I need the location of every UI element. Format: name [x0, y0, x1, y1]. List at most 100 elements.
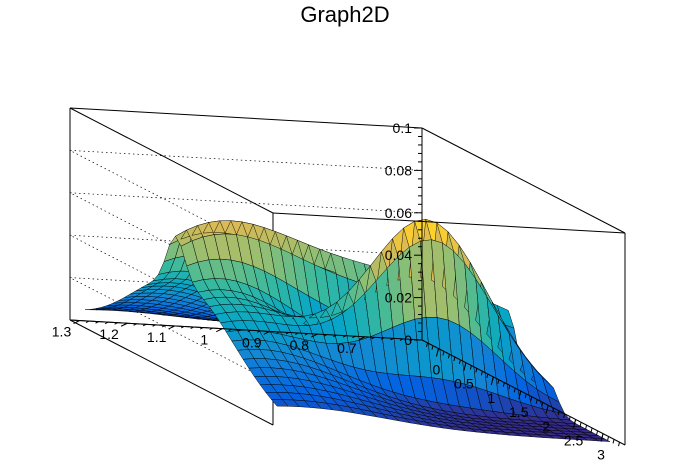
x-minor-tick — [612, 439, 615, 444]
axis-ticks: 0 0.02 0.04 0.06 0.08 0.1 0 0.5 1 1.5 2 2.5 3 0.7 0.8 0… — [52, 120, 626, 463]
y-minor-tick — [399, 338, 404, 341]
y-minor-tick — [238, 329, 242, 332]
x-tick-label: 1.5 — [509, 404, 529, 420]
z-tick-label: 0.08 — [385, 162, 412, 178]
x-minor-tick — [447, 354, 450, 359]
y-minor-tick — [218, 328, 223, 331]
top-edge-left — [69, 107, 423, 129]
x-minor-tick — [491, 376, 494, 382]
y-tick-label: 1.1 — [147, 329, 167, 345]
x-minor-tick — [475, 368, 478, 373]
x-minor-tick — [574, 419, 577, 424]
y-minor-tick — [380, 337, 385, 340]
y-minor-tick — [409, 339, 413, 342]
x-minor-tick — [546, 405, 549, 410]
x-minor-tick — [585, 425, 588, 430]
x-minor-tick — [486, 373, 489, 379]
z-gridline — [69, 150, 423, 256]
y-minor-tick — [199, 327, 204, 330]
x-minor-tick — [480, 371, 483, 376]
y-minor-tick — [390, 337, 394, 341]
x-tick-label: 2.5 — [564, 432, 584, 448]
x-minor-tick — [579, 422, 582, 427]
y-minor-tick — [323, 334, 328, 337]
z-tick-label: 0.02 — [385, 290, 412, 306]
y-minor-tick — [104, 321, 109, 325]
x-minor-tick — [426, 342, 428, 347]
y-minor-tick — [295, 332, 299, 335]
x-minor-tick — [563, 413, 566, 418]
x-minor-tick — [453, 356, 456, 362]
x-minor-tick — [442, 351, 445, 356]
floor-edge-back — [69, 319, 274, 426]
x-minor-tick — [464, 362, 467, 367]
y-minor-tick — [361, 336, 366, 339]
x-tick-label: 0 — [433, 362, 441, 378]
y-minor-tick — [352, 335, 356, 339]
x-tick-label: 3 — [597, 447, 605, 463]
x-minor-tick — [557, 410, 560, 416]
y-minor-tick — [152, 324, 156, 327]
x-minor-tick — [469, 365, 472, 370]
top-edge-right — [272, 212, 626, 234]
x-minor-tick — [513, 388, 516, 393]
y-minor-tick — [371, 336, 375, 340]
y-minor-tick — [161, 324, 166, 328]
top-edge-front — [421, 127, 626, 234]
x-axis-line — [421, 339, 626, 446]
x-minor-tick — [508, 385, 511, 390]
y-tick-label: 1 — [200, 332, 208, 348]
x-minor-tick — [530, 396, 533, 401]
y-minor-tick — [247, 329, 251, 333]
y-minor-tick — [76, 320, 80, 323]
y-minor-tick — [123, 322, 128, 326]
x-minor-tick — [497, 379, 500, 384]
z-tick-label: 0.1 — [393, 120, 413, 136]
chart-title: Graph2D — [300, 2, 389, 27]
y-minor-tick — [95, 321, 99, 324]
y-tick-label: 0.9 — [242, 334, 262, 350]
y-minor-tick — [114, 322, 118, 325]
x-minor-tick — [596, 430, 599, 435]
y-minor-tick — [257, 330, 261, 333]
y-minor-tick — [133, 323, 137, 326]
y-tick-label: 1.2 — [99, 326, 119, 342]
z-tick-label: 0 — [404, 332, 412, 348]
y-minor-tick — [85, 320, 90, 324]
y-minor-tick — [228, 328, 232, 332]
y-minor-tick — [180, 326, 185, 329]
x-minor-tick — [519, 390, 522, 396]
x-minor-tick — [541, 402, 544, 407]
x-minor-tick — [524, 393, 527, 399]
y-minor-tick — [285, 331, 290, 335]
y-minor-tick — [304, 333, 309, 336]
x-tick-label: 0.5 — [454, 376, 474, 392]
x-tick-label: 2 — [542, 418, 550, 434]
front-frame — [272, 127, 626, 445]
x-minor-tick — [618, 442, 620, 447]
y-axis-line — [69, 319, 423, 341]
x-minor-tick — [535, 399, 538, 404]
z-tick-label: 0.06 — [385, 205, 412, 221]
top-edge-back — [69, 107, 274, 214]
x-tick-label: 1 — [487, 390, 495, 406]
x-minor-tick — [458, 359, 461, 364]
x-minor-tick — [590, 427, 593, 433]
y-minor-tick — [276, 331, 280, 334]
y-minor-tick — [314, 333, 318, 337]
y-tick-label: 1.3 — [52, 324, 72, 340]
x-minor-tick — [552, 407, 555, 413]
y-minor-tick — [209, 327, 213, 331]
y-minor-tick — [190, 326, 194, 329]
y-tick-label: 0.7 — [337, 340, 357, 356]
y-minor-tick — [171, 325, 175, 328]
y-tick-label: 0.8 — [290, 337, 310, 353]
x-minor-tick — [601, 433, 604, 438]
y-minor-tick — [142, 323, 147, 327]
y-minor-tick — [266, 330, 271, 334]
z-tick-label: 0.04 — [385, 247, 412, 263]
x-minor-tick — [568, 416, 571, 421]
y-minor-tick — [342, 335, 347, 338]
y-minor-tick — [333, 334, 337, 338]
